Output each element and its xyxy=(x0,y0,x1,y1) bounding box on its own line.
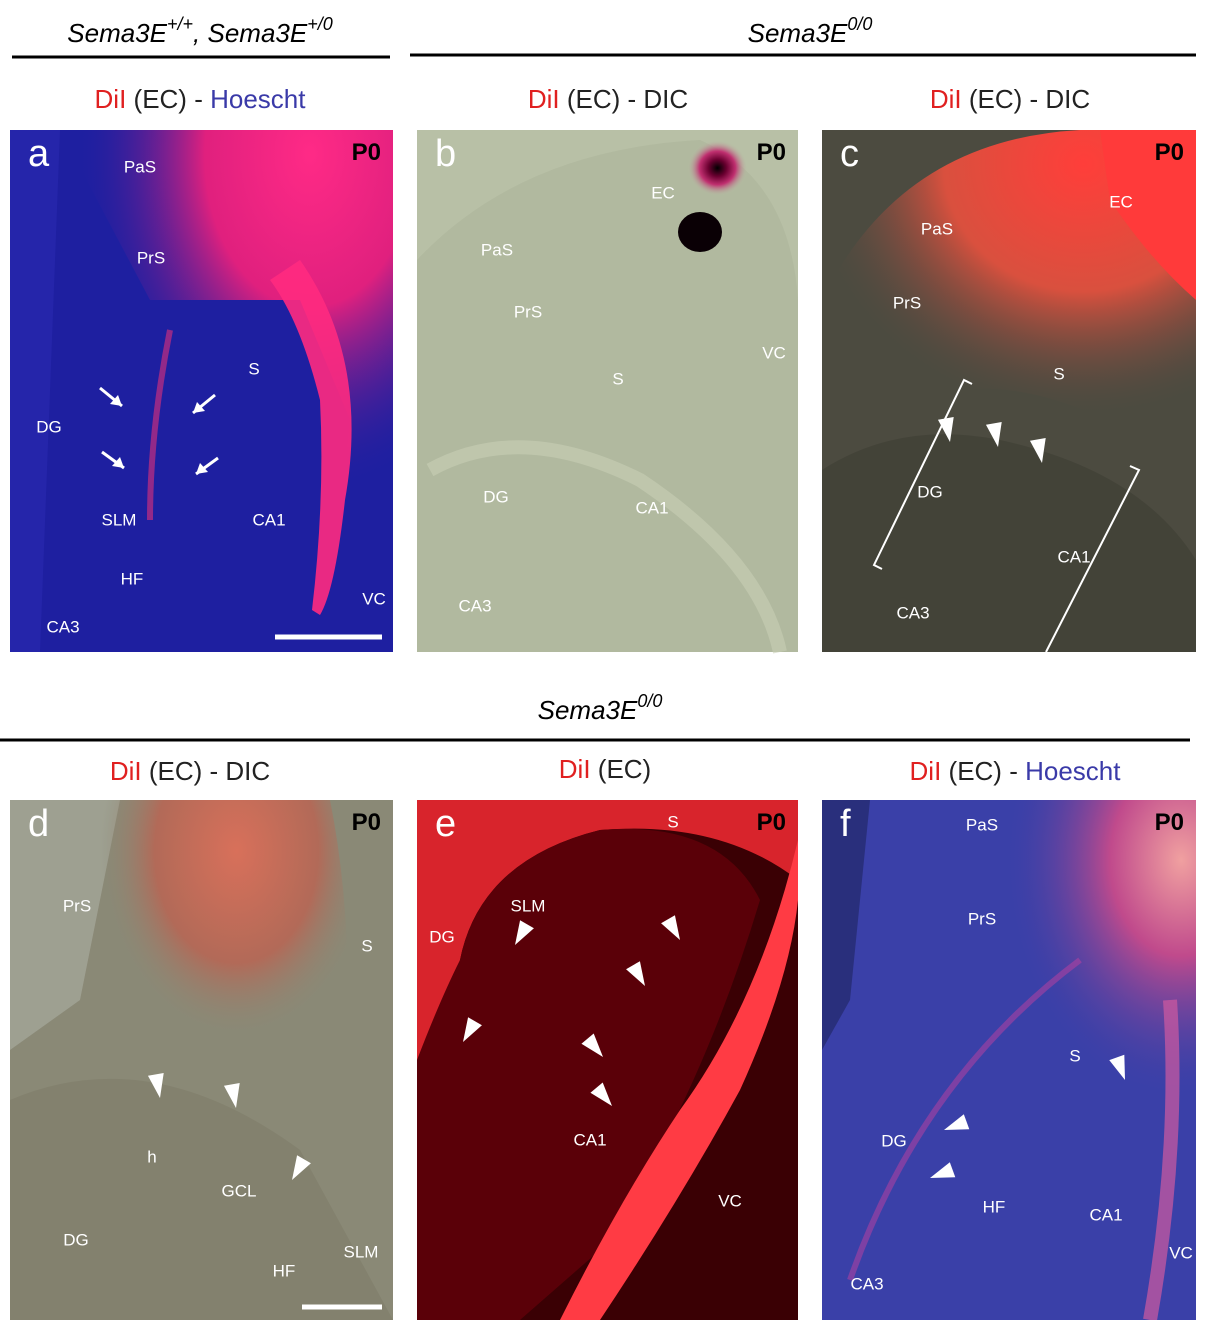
region-label: PrS xyxy=(514,302,542,321)
region-label: S xyxy=(1053,364,1064,383)
region-label: PaS xyxy=(481,240,513,259)
group-header: Sema3E0/0 xyxy=(538,691,663,725)
title-stain: Hoescht xyxy=(210,84,306,114)
header-text: Sema3E xyxy=(748,18,848,48)
panel-e-image xyxy=(417,800,798,1320)
region-label: h xyxy=(147,1147,156,1166)
panel-title: DiI (EC) - DIC xyxy=(930,84,1090,114)
title-stain: Hoescht xyxy=(1025,756,1121,786)
panel-a-image xyxy=(10,130,393,652)
region-label: EC xyxy=(1109,192,1133,211)
region-label: VC xyxy=(1169,1243,1193,1262)
panel-title: DiI (EC) - Hoescht xyxy=(95,84,307,114)
region-label: S xyxy=(361,936,372,955)
region-label: VC xyxy=(762,343,786,362)
region-label: S xyxy=(612,369,623,388)
title-text: (EC) - xyxy=(134,84,203,114)
region-label: DG xyxy=(63,1230,89,1249)
title-dye: DiI xyxy=(910,756,942,786)
panel-f-image xyxy=(822,800,1196,1320)
region-label: CA1 xyxy=(1057,547,1090,566)
group-header: Sema3E0/0 xyxy=(748,14,873,48)
region-label: PrS xyxy=(968,909,996,928)
title-dye: DiI xyxy=(95,84,127,114)
title-dye: DiI xyxy=(110,756,142,786)
region-label: PrS xyxy=(893,293,921,312)
header-sup: +/+ xyxy=(167,14,193,34)
panel-letter: a xyxy=(28,133,50,175)
region-label: CA3 xyxy=(896,603,929,622)
region-label: VC xyxy=(718,1191,742,1210)
region-label: PaS xyxy=(124,157,156,176)
region-label: SLM xyxy=(344,1242,379,1261)
panel-title: DiI (EC) - DIC xyxy=(528,84,688,114)
region-label: PaS xyxy=(966,815,998,834)
header-text: , Sema3E xyxy=(193,18,308,48)
region-label: PrS xyxy=(63,896,91,915)
panel-letter: d xyxy=(28,803,49,845)
panel-b-image xyxy=(417,130,798,652)
region-label: S xyxy=(248,359,259,378)
region-label: CA1 xyxy=(1089,1205,1122,1224)
panel-letter: c xyxy=(840,133,859,175)
region-label: DG xyxy=(881,1131,907,1150)
title-text: (EC) - xyxy=(949,756,1018,786)
region-label: HF xyxy=(121,569,144,588)
header-sup: 0/0 xyxy=(637,691,662,711)
title-text: (EC) - DIC xyxy=(969,84,1090,114)
header-sup: +/0 xyxy=(307,14,333,34)
region-label: DG xyxy=(429,927,455,946)
region-label: VC xyxy=(362,589,386,608)
panel-stage: P0 xyxy=(1155,139,1184,166)
region-label: HF xyxy=(983,1197,1006,1216)
region-label: S xyxy=(1069,1046,1080,1065)
title-dye: DiI xyxy=(930,84,962,114)
region-label: CA3 xyxy=(46,617,79,636)
region-label: CA3 xyxy=(850,1274,883,1293)
panel-stage: P0 xyxy=(757,139,786,166)
title-dye: DiI xyxy=(528,84,560,114)
panel-letter: f xyxy=(840,803,851,845)
region-label: DG xyxy=(36,417,62,436)
region-label: S xyxy=(667,812,678,831)
panel-letter: b xyxy=(435,133,456,175)
panel-stage: P0 xyxy=(352,139,381,166)
region-label: CA1 xyxy=(635,498,668,517)
region-label: HF xyxy=(273,1261,296,1280)
panel-stage: P0 xyxy=(352,809,381,836)
region-label: SLM xyxy=(102,510,137,529)
panel-title: DiI (EC) - DIC xyxy=(110,756,270,786)
title-text: (EC) xyxy=(598,754,651,784)
region-label: CA3 xyxy=(458,596,491,615)
title-dye: DiI xyxy=(559,754,591,784)
panel-stage: P0 xyxy=(757,809,786,836)
header-text: Sema3E xyxy=(67,18,167,48)
region-label: SLM xyxy=(511,896,546,915)
header-sup: 0/0 xyxy=(847,14,872,34)
region-label: PrS xyxy=(137,248,165,267)
title-text: (EC) - DIC xyxy=(149,756,270,786)
region-label: GCL xyxy=(222,1181,257,1200)
region-label: DG xyxy=(917,482,943,501)
figure: Sema3E+/+, Sema3E+/0 Sema3E0/0 Sema3E0/0… xyxy=(0,0,1216,1320)
region-label: EC xyxy=(651,183,675,202)
group-header: Sema3E+/+, Sema3E+/0 xyxy=(67,14,332,48)
region-label: DG xyxy=(483,487,509,506)
panel-title: DiI (EC) - Hoescht xyxy=(910,756,1122,786)
header-text: Sema3E xyxy=(538,695,638,725)
panel-stage: P0 xyxy=(1155,809,1184,836)
panel-c-image xyxy=(822,130,1196,652)
region-label: CA1 xyxy=(573,1130,606,1149)
panel-title: DiI (EC) xyxy=(559,754,651,784)
region-label: PaS xyxy=(921,219,953,238)
panel-letter: e xyxy=(435,803,456,845)
region-label: CA1 xyxy=(252,510,285,529)
title-text: (EC) - DIC xyxy=(567,84,688,114)
